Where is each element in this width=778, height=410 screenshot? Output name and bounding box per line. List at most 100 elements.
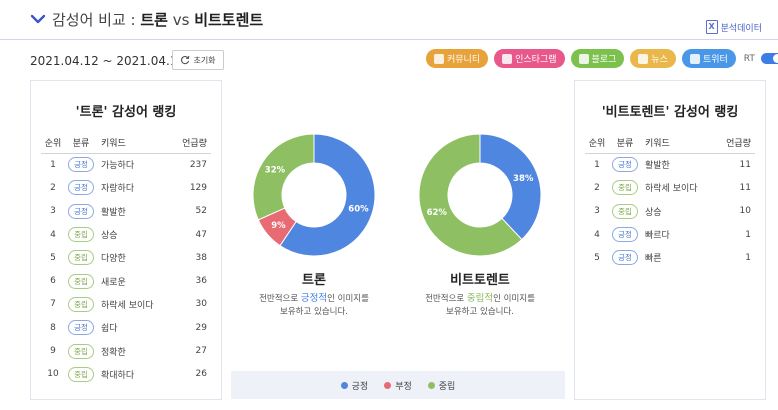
category-cell: 중립	[65, 339, 97, 362]
keyword-cell: 상승	[645, 207, 662, 218]
rank-cell: 5	[50, 252, 56, 263]
rank-cell: 9	[50, 346, 56, 357]
category-cell: 중립	[609, 176, 641, 199]
chevron-down-icon[interactable]	[30, 11, 46, 27]
count-cell: 29	[195, 322, 207, 333]
table-row[interactable]: 1 긍정 가능하다 237	[41, 153, 211, 176]
col-keyword: 키워드	[97, 133, 171, 154]
sentiment-badge: 긍정	[68, 320, 94, 336]
keyword-cell: 빠른	[645, 254, 662, 265]
donut-slice-positive[interactable]	[279, 133, 376, 257]
summary-highlight: 중립적	[466, 293, 494, 304]
donut-slice-neutral[interactable]	[252, 133, 315, 221]
sentiment-badge: 긍정	[612, 250, 638, 266]
summary-post: 인 이미지를	[327, 294, 369, 304]
category-cell: 긍정	[65, 200, 97, 223]
legend-positive[interactable]: 긍정	[340, 379, 368, 392]
count-cell: 11	[739, 159, 751, 170]
summary-pre: 전반적으로	[259, 294, 301, 304]
table-row[interactable]: 6 중립 새로운 36	[41, 269, 211, 292]
channel-label: 커뮤니티	[447, 55, 481, 65]
channel-label: 뉴스	[651, 55, 668, 65]
rank-cell: 4	[50, 229, 56, 240]
table-row[interactable]: 8 긍정 쉽다 29	[41, 316, 211, 339]
table-row[interactable]: 10 중립 확대하다 26	[41, 363, 211, 386]
channel-chip[interactable]: 블로그	[570, 49, 625, 68]
rt-label: RT	[743, 53, 755, 64]
twitter-icon	[689, 53, 700, 64]
table-row[interactable]: 4 긍정 빠르다 1	[585, 223, 755, 246]
donut-name: 트론	[302, 273, 326, 288]
donut-slice-positive[interactable]	[479, 133, 542, 241]
summary-post: 인 이미지를	[493, 294, 535, 304]
donut-slice-neutral[interactable]	[418, 133, 523, 257]
category-cell: 긍정	[65, 176, 97, 199]
category-cell: 중립	[609, 200, 641, 223]
table-row[interactable]: 2 긍정 자랑하다 129	[41, 176, 211, 199]
legend-dot-positive	[340, 381, 348, 389]
sentiment-donut-bittorrent[interactable]: 38%0%62%	[418, 133, 542, 257]
category-cell: 긍정	[609, 223, 641, 246]
rank-cell: 3	[50, 206, 56, 217]
channel-chip[interactable]: 트위터	[681, 49, 736, 68]
col-keyword: 키워드	[641, 133, 715, 154]
date-range[interactable]: 2021.04.12 ~ 2021.04.18	[30, 54, 186, 68]
channel-chip[interactable]: 뉴스	[630, 49, 676, 68]
keyword-cell: 활발한	[645, 161, 670, 172]
channel-filters: 커뮤니티 인스타그램 블로그 뉴스 트위터 RT	[426, 49, 778, 68]
legend-neutral[interactable]: 중립	[427, 379, 456, 392]
excel-icon: X	[705, 20, 718, 34]
keyword-cell: 빠르다	[645, 231, 670, 242]
donut-summary: 전반적으로 긍정적인 이미지를 보유하고 있습니다.	[229, 292, 399, 319]
rank-cell: 6	[50, 276, 56, 287]
count-cell: 1	[745, 252, 751, 263]
news-icon	[638, 53, 649, 64]
entity-b: 비트토렌트	[194, 11, 264, 29]
channel-chip[interactable]: 인스타그램	[494, 49, 565, 68]
summary-highlight: 긍정적	[300, 293, 328, 304]
legend-label: 중립	[438, 381, 456, 392]
table-row[interactable]: 3 긍정 활발한 52	[41, 200, 211, 223]
summary-line2: 보유하고 있습니다.	[446, 307, 514, 317]
count-cell: 30	[195, 299, 207, 310]
table-row[interactable]: 2 중립 하락세 보이다 11	[585, 176, 755, 199]
count-cell: 10	[739, 206, 751, 217]
ranking-table: 순위 분류 키워드 언급량 1 긍정 가능하다 237 2 긍정 자랑하다 129 3 긍정 활발한…	[41, 133, 211, 386]
title-prefix: 감성어 비교 :	[52, 11, 141, 29]
ranking-title: '트론' 감성어 랭킹	[75, 105, 177, 120]
rank-cell: 2	[50, 182, 56, 193]
donut-label-neutral: 62%	[427, 208, 448, 218]
sentiment-badge: 중립	[68, 366, 94, 382]
table-row[interactable]: 9 중립 정확한 27	[41, 339, 211, 362]
legend-dot-neutral	[427, 381, 435, 389]
count-cell: 11	[739, 182, 751, 193]
rank-cell: 10	[47, 369, 59, 380]
sentiment-badge: 중립	[612, 203, 638, 219]
sentiment-donut-tron[interactable]: 60% 9% 32%	[252, 133, 376, 257]
table-row[interactable]: 1 긍정 활발한 11	[585, 153, 755, 176]
category-cell: 긍정	[65, 316, 97, 339]
col-category: 분류	[609, 133, 641, 154]
count-cell: 52	[195, 206, 207, 217]
donut-label-neutral: 32%	[265, 166, 286, 176]
table-row[interactable]: 5 긍정 빠른 1	[585, 246, 755, 269]
table-row[interactable]: 7 중립 하락세 보이다 30	[41, 293, 211, 316]
table-row[interactable]: 5 중립 다양한 38	[41, 246, 211, 269]
refresh-icon	[181, 55, 190, 65]
export-data-button[interactable]: X 분석데이터	[705, 20, 762, 34]
rt-toggle[interactable]	[760, 53, 778, 64]
reset-button[interactable]: 초기화	[172, 50, 224, 70]
channel-chip[interactable]: 커뮤니티	[426, 49, 489, 68]
col-count: 언급량	[715, 133, 755, 154]
table-row[interactable]: 3 중립 상승 10	[585, 200, 755, 223]
instagram-icon	[502, 53, 513, 64]
table-row[interactable]: 4 중립 상승 47	[41, 223, 211, 246]
legend-negative[interactable]: 부정	[384, 379, 412, 392]
sentiment-badge: 긍정	[612, 157, 638, 173]
category-cell: 중립	[65, 293, 97, 316]
chart-legend: 긍정 부정 중립	[231, 371, 565, 399]
count-cell: 38	[195, 252, 207, 263]
sentiment-badge: 중립	[68, 227, 94, 243]
category-cell: 중립	[65, 363, 97, 386]
ranking-title: '비트토렌트' 감성어 랭킹	[601, 105, 739, 120]
